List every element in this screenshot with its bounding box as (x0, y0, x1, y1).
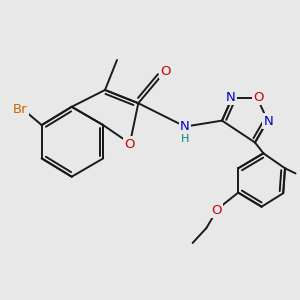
Text: N: N (226, 91, 236, 104)
Text: O: O (161, 65, 171, 78)
Text: O: O (211, 203, 222, 217)
Text: Br: Br (13, 103, 28, 116)
Text: O: O (254, 91, 264, 104)
Text: N: N (180, 120, 190, 133)
Text: O: O (124, 137, 135, 151)
Text: H: H (181, 134, 189, 145)
Text: N: N (264, 115, 273, 128)
